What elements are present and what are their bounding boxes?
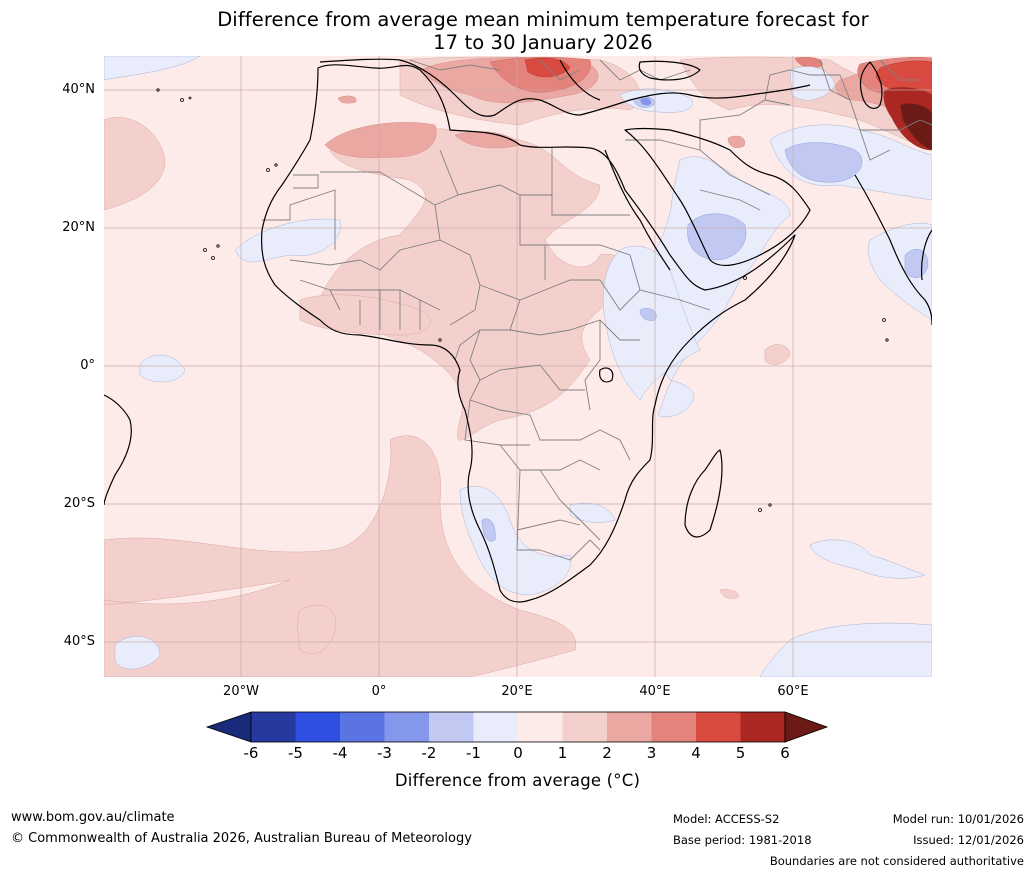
red-sea-coast bbox=[604, 149, 671, 271]
colorbar-tick-label: 1 bbox=[557, 744, 568, 762]
colorbar-tick-label: 5 bbox=[735, 744, 746, 762]
title-line-2: 17 to 30 January 2026 bbox=[433, 31, 653, 54]
colorbar-tick-label: 6 bbox=[780, 744, 790, 762]
title-line-1: Difference from average mean minimum tem… bbox=[217, 8, 869, 31]
cool-area-anatolia-core bbox=[640, 97, 652, 106]
cool-anomaly-areas-2 bbox=[481, 96, 929, 542]
warm-area-south-atlantic bbox=[104, 435, 577, 677]
colorbar-tick-label: -4 bbox=[332, 744, 348, 762]
cool-area-south-indian bbox=[809, 539, 926, 579]
lat-label-0: 0° bbox=[80, 358, 95, 373]
warm-area-saudi-north bbox=[727, 135, 746, 148]
islands bbox=[156, 88, 889, 512]
colorbar-tick-label: 4 bbox=[691, 744, 701, 762]
cool-area-namibia-coast bbox=[481, 518, 496, 542]
colorbar-tick-label: -5 bbox=[288, 744, 303, 762]
warm-area-algeria bbox=[324, 122, 437, 158]
madagascar-coastline bbox=[684, 449, 723, 538]
africa-coastline bbox=[260, 64, 796, 603]
cool-area-anatolia bbox=[619, 88, 693, 113]
lake-victoria bbox=[599, 367, 614, 383]
caspian-coastline bbox=[859, 61, 883, 109]
colorbar-cell bbox=[295, 712, 340, 742]
footer-copyright: © Commonwealth of Australia 2026, Austra… bbox=[11, 831, 472, 846]
cool-area-namibia bbox=[459, 486, 572, 596]
footer-disclaimer: Boundaries are not considered authoritat… bbox=[769, 854, 1024, 868]
warm-area-north-atlantic bbox=[104, 117, 166, 211]
lat-label-40n: 40°N bbox=[62, 82, 95, 97]
warm-area-south-india bbox=[719, 589, 739, 599]
colorbar-under-arrow bbox=[205, 711, 252, 743]
cool-area-southern-ocean bbox=[759, 622, 932, 677]
gridlines bbox=[104, 56, 932, 677]
cool-area-zambia bbox=[569, 502, 616, 523]
footer-base-period: Base period: 1981-2018 bbox=[673, 833, 812, 847]
cool-area-yemen bbox=[687, 213, 747, 261]
footer-model-run: Model run: 10/01/2026 bbox=[892, 812, 1024, 826]
footer-url[interactable]: www.bom.gov.au/climate bbox=[11, 810, 175, 825]
warm-area-indian-ocean bbox=[764, 344, 791, 365]
lon-label-40e: 40°E bbox=[639, 684, 671, 699]
arabia-coastline bbox=[624, 127, 811, 267]
coastlines bbox=[104, 58, 932, 603]
lon-label-60e: 60°E bbox=[777, 684, 809, 699]
cool-area-equatorial-atlantic bbox=[139, 354, 186, 383]
colorbar-tick-label: -6 bbox=[243, 744, 259, 762]
cool-area-india bbox=[867, 222, 932, 321]
cool-area-top-left bbox=[104, 56, 201, 81]
warm-area-west-mediterranean bbox=[337, 95, 357, 104]
colorbar-cell bbox=[651, 712, 696, 742]
colorbar-cells bbox=[250, 711, 786, 743]
warm-area-sahara bbox=[319, 127, 623, 441]
lon-label-0: 0° bbox=[371, 684, 387, 699]
cool-anomaly-areas bbox=[104, 56, 932, 677]
lat-label-20s: 20°S bbox=[63, 496, 95, 511]
cool-area-south-atlantic bbox=[114, 636, 161, 670]
lat-label-40s: 40°S bbox=[63, 634, 95, 649]
europe-coastline bbox=[319, 58, 811, 117]
colorbar-cell bbox=[340, 712, 385, 742]
cool-area-mauritania bbox=[234, 218, 341, 263]
colorbar-over-arrow bbox=[784, 711, 829, 743]
lat-label-20n: 20°N bbox=[62, 220, 95, 235]
country-borders bbox=[262, 59, 932, 561]
warm-anomaly-areas-5 bbox=[883, 87, 932, 151]
lon-label-20e: 20°E bbox=[501, 684, 533, 699]
colorbar-cell bbox=[251, 712, 296, 742]
india-coastline bbox=[854, 174, 932, 326]
colorbar-cell bbox=[429, 712, 474, 742]
colorbar-tick-label: -3 bbox=[377, 744, 392, 762]
brazil-coastline bbox=[104, 394, 132, 506]
colorbar-cell bbox=[473, 712, 518, 742]
colorbar-tick-label: 3 bbox=[646, 744, 657, 762]
black-sea-coastline bbox=[638, 60, 701, 81]
colorbar-cell bbox=[518, 712, 563, 742]
map-title: Difference from average mean minimum tem… bbox=[100, 8, 986, 54]
colorbar-cell bbox=[562, 712, 607, 742]
footer-model: Model: ACCESS-S2 bbox=[673, 812, 780, 826]
colorbar-label: Difference from average (°C) bbox=[394, 771, 641, 790]
colorbar-tick-label: 0 bbox=[513, 744, 523, 762]
colorbar-cell bbox=[607, 712, 652, 742]
lon-label-20w: 20°W bbox=[223, 684, 259, 699]
colorbar-tick-label: 2 bbox=[602, 744, 612, 762]
footer-issued: Issued: 12/01/2026 bbox=[913, 833, 1024, 847]
colorbar-tick-label: -1 bbox=[466, 744, 481, 762]
cool-area-iran-south bbox=[784, 142, 863, 183]
colorbar-cell bbox=[384, 712, 429, 742]
colorbar-tick-label: -2 bbox=[421, 744, 437, 762]
colorbar-cell bbox=[740, 712, 785, 742]
colorbar-cell bbox=[696, 712, 741, 742]
